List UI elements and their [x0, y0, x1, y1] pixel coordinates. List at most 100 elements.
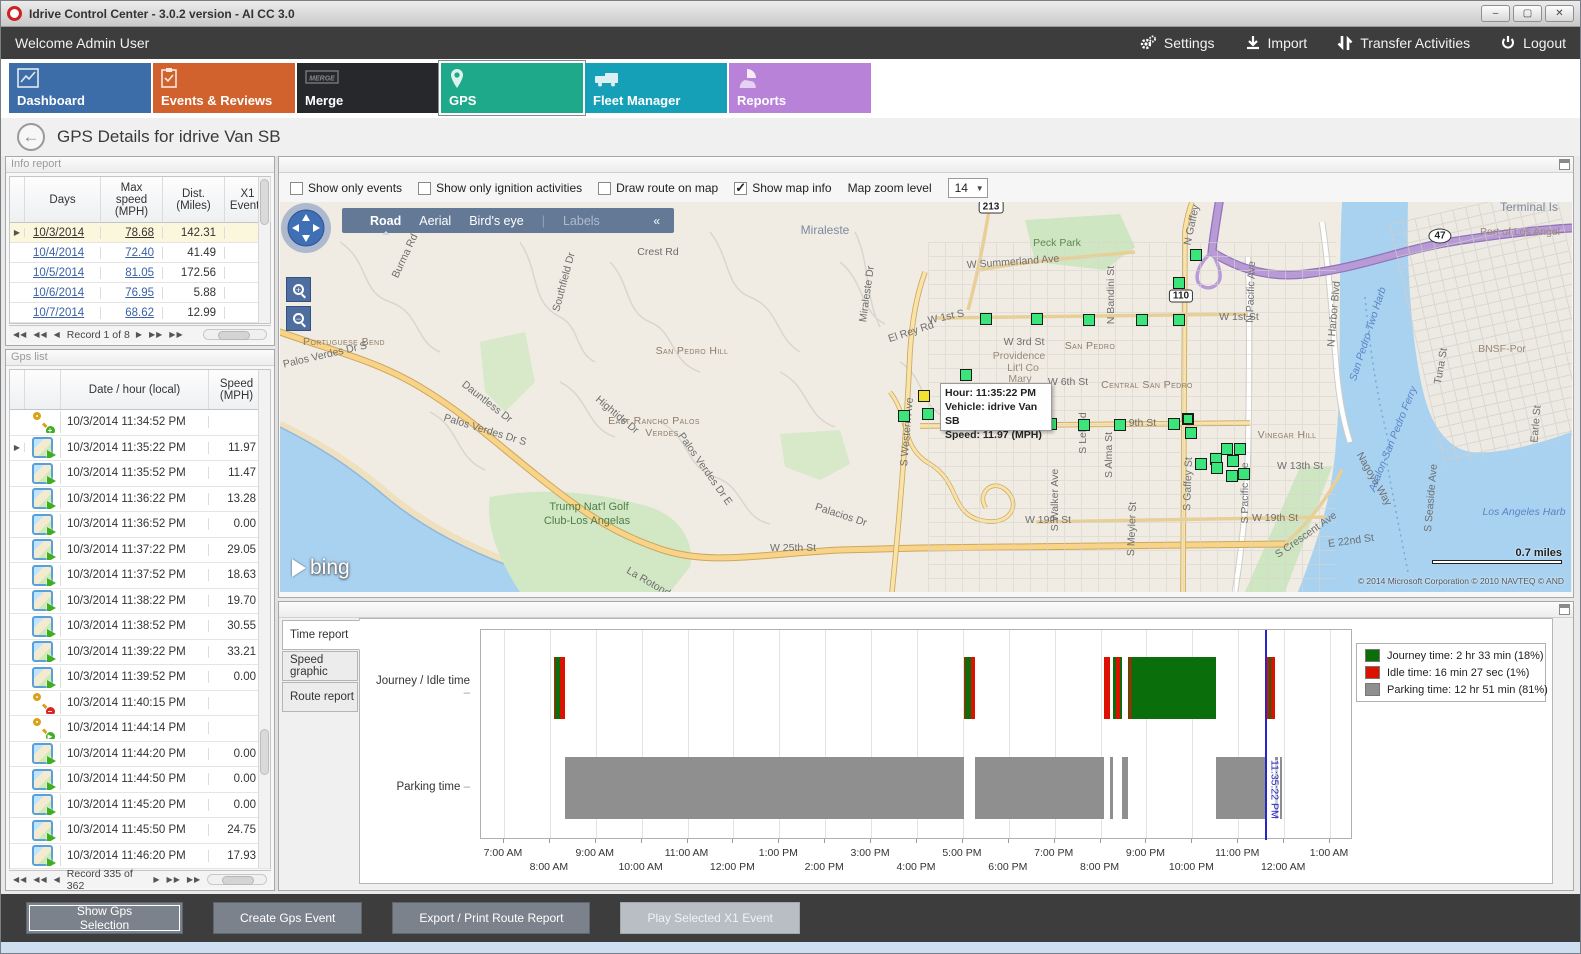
nav-last-icon[interactable]: ▶▶ [169, 330, 184, 339]
gps-map-marker[interactable] [1173, 277, 1185, 289]
map-canvas[interactable]: Miraleste Terminal Is Port of Los Angel BNS… [280, 202, 1572, 592]
cell-max-speed[interactable]: 76.95 [101, 286, 163, 299]
map-zoom-level-select[interactable]: 14 ▼ [947, 178, 988, 198]
footer-button-export-print-route-report[interactable]: Export / Print Route Report [392, 902, 591, 934]
footer-button-create-gps-event[interactable]: Create Gps Event [213, 902, 363, 934]
gps-map-marker[interactable] [960, 369, 972, 381]
gps-list-row[interactable]: 10/3/2014 11:39:52 PM 0.00 [10, 665, 270, 691]
minimize-button[interactable]: – [1481, 5, 1510, 22]
nav-last-icon[interactable]: ▶▶ [186, 875, 202, 884]
gps-map-marker[interactable] [1211, 462, 1223, 474]
cell-days[interactable]: 10/4/2014 [25, 246, 101, 259]
gps-list-row[interactable]: +10/3/2014 11:34:52 PM [10, 410, 270, 436]
map-style-labels[interactable]: Labels [562, 213, 600, 228]
cell-days[interactable]: 10/6/2014 [25, 286, 101, 299]
gps-list-row[interactable]: 10/3/2014 11:45:20 PM 0.00 [10, 792, 270, 818]
checkbox-draw-route-on-map[interactable]: Draw route on map [598, 181, 718, 195]
tab-merge[interactable]: MERGE Merge [297, 63, 439, 113]
map-zoom-out-button[interactable]: − [286, 306, 311, 331]
gps-map-marker[interactable] [1173, 314, 1185, 326]
nav-next-icon[interactable]: ▶ [153, 875, 161, 884]
days-link[interactable]: 10/4/2014 [33, 246, 85, 259]
gps-list-row[interactable]: 10/3/2014 11:45:50 PM 24.75 [10, 818, 270, 844]
map-maximize-icon[interactable] [1559, 159, 1570, 170]
nav-prev-icon[interactable]: ◀ [53, 875, 61, 884]
info-report-row[interactable]: ▶ 10/3/2014 78.68 142.31 [10, 223, 270, 243]
gps-map-marker[interactable] [1114, 419, 1126, 431]
gps-list-row[interactable]: 10/3/2014 11:38:52 PM 30.55 [10, 614, 270, 640]
gps-map-marker[interactable] [1226, 470, 1238, 482]
map-zoom-in-button[interactable]: + [286, 277, 311, 302]
checkbox-box[interactable] [418, 181, 432, 195]
gps-list-row[interactable]: 10/3/2014 11:39:22 PM 33.21 [10, 639, 270, 665]
chart-tab-route-report[interactable]: Route report [282, 682, 358, 712]
gps-map-marker[interactable] [1221, 443, 1233, 455]
gps-map-marker[interactable] [1168, 418, 1180, 430]
gps-map-marker[interactable] [1182, 413, 1194, 425]
checkbox-show-only-ignition-activities[interactable]: Show only ignition activities [418, 181, 582, 195]
gps-list-row[interactable]: 10/3/2014 11:36:22 PM 13.28 [10, 486, 270, 512]
cell-days[interactable]: 10/5/2014 [25, 266, 101, 279]
topbar-action-logout[interactable]: Logout [1500, 35, 1566, 51]
cell-max-speed[interactable]: 78.68 [101, 226, 163, 239]
nav-first-icon[interactable]: ◀◀ [13, 330, 28, 339]
tab-dashboard[interactable]: Dashboard [9, 63, 151, 113]
nav-prevpage-icon[interactable]: ◀◀ [33, 875, 48, 884]
checkbox-show-only-events[interactable]: Show only events [290, 181, 402, 195]
gps-map-marker[interactable] [1190, 249, 1202, 261]
max-speed-link[interactable]: 68.62 [125, 306, 154, 319]
max-speed-link[interactable]: 78.68 [125, 226, 154, 239]
checkbox-box[interactable] [734, 180, 748, 196]
tab-fleet-manager[interactable]: Fleet Manager [585, 63, 727, 113]
tab-reports[interactable]: Reports [729, 63, 871, 113]
info-report-row[interactable]: 10/7/2014 68.62 12.99 [10, 303, 270, 323]
checkbox-box[interactable] [290, 181, 303, 195]
close-button[interactable]: ✕ [1545, 5, 1574, 22]
max-speed-link[interactable]: 72.40 [125, 246, 154, 259]
map-compass-control[interactable] [280, 202, 332, 254]
gps-list-row[interactable]: 10/3/2014 11:37:22 PM 29.05 [10, 537, 270, 563]
days-link[interactable]: 10/3/2014 [33, 226, 85, 239]
map-style-road[interactable]: Road [370, 213, 402, 235]
gps-map-marker[interactable] [1083, 314, 1095, 326]
nav-next-icon[interactable]: ▶ [135, 330, 143, 339]
nav-nextpage-icon[interactable]: ▶▶ [166, 875, 181, 884]
gps-list-row[interactable]: ► 10/3/2014 11:44:14 PM [10, 716, 270, 742]
gps-list-row[interactable]: 10/3/2014 11:36:52 PM 0.00 [10, 512, 270, 538]
topbar-action-transfer-activities[interactable]: Transfer Activities [1337, 35, 1470, 51]
nav-prev-icon[interactable]: ◀ [53, 330, 61, 339]
info-report-row[interactable]: 10/4/2014 72.40 41.49 [10, 243, 270, 263]
nav-nextpage-icon[interactable]: ▶▶ [148, 330, 164, 339]
gps-map-marker[interactable] [1031, 313, 1043, 325]
gps-map-marker[interactable] [918, 390, 930, 402]
gps-list-nav[interactable]: ◀◀ ◀◀ ◀ Record 335 of 362 ▶ ▶▶ ▶▶ [9, 868, 271, 892]
gps-map-marker[interactable] [980, 313, 992, 325]
days-link[interactable]: 10/7/2014 [33, 306, 85, 319]
gps-list-row[interactable]: 10/3/2014 11:46:20 PM 17.93 [10, 843, 270, 869]
gps-list-row[interactable]: 10/3/2014 11:35:52 PM 11.47 [10, 461, 270, 487]
cell-max-speed[interactable]: 68.62 [101, 306, 163, 319]
panel-splitter[interactable] [275, 156, 278, 891]
gps-list-row[interactable]: –10/3/2014 11:40:15 PM [10, 690, 270, 716]
map-style-aerial[interactable]: Aerial [419, 213, 452, 228]
gps-list-row[interactable]: 10/3/2014 11:44:20 PM 0.00 [10, 741, 270, 767]
nav-prevpage-icon[interactable]: ◀◀ [33, 330, 48, 339]
topbar-action-import[interactable]: Import [1245, 35, 1307, 51]
gps-list-row[interactable]: 10/3/2014 11:38:22 PM 19.70 [10, 588, 270, 614]
map-style-birdseye[interactable]: Bird's eye [469, 213, 524, 228]
chart-tab-speed-graphic[interactable]: Speed graphic [282, 651, 358, 681]
info-report-nav[interactable]: ◀◀ ◀◀ ◀ Record 1 of 8 ▶ ▶▶ ▶▶ [9, 325, 271, 343]
tab-gps[interactable]: GPS [438, 60, 586, 116]
tab-events-reviews[interactable]: Events & Reviews [153, 63, 295, 113]
gps-map-marker[interactable] [1234, 443, 1246, 455]
info-report-row[interactable]: 10/6/2014 76.95 5.88 [10, 283, 270, 303]
map-nav-collapse-icon[interactable]: « [653, 213, 660, 228]
gps-map-marker[interactable] [1136, 314, 1148, 326]
gps-map-marker[interactable] [1078, 419, 1090, 431]
gps-map-marker[interactable] [922, 408, 934, 420]
chart-maximize-icon[interactable] [1559, 604, 1570, 615]
topbar-action-settings[interactable]: Settings [1139, 35, 1215, 51]
gps-map-marker[interactable] [898, 410, 910, 422]
gps-list-hscrollbar[interactable] [207, 874, 267, 885]
cell-days[interactable]: 10/3/2014 [25, 226, 101, 239]
